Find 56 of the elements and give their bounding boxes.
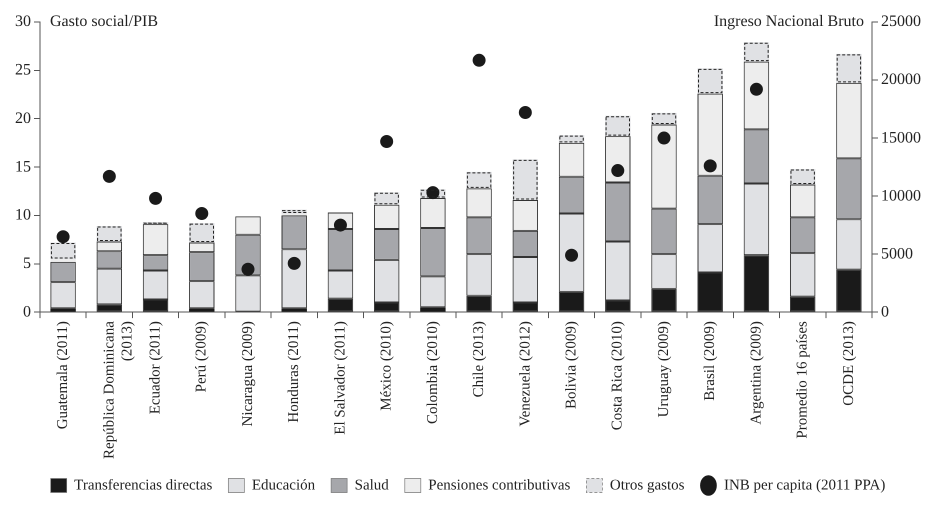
y2-tick-label: 0: [881, 303, 889, 320]
legend-label: Salud: [354, 477, 390, 494]
y-axis-title: Gasto social/PIB: [50, 13, 158, 30]
y2-tick-label: 15000: [881, 129, 921, 146]
x-tick-label: Argentina (2009): [748, 321, 764, 425]
y-tick-label: 0: [23, 303, 31, 320]
x-tick-label: Nicaragua (2009): [240, 321, 256, 427]
x-tick-label: Bolivia (2009): [563, 321, 580, 410]
y2-tick-label: 25000: [881, 13, 921, 30]
legend-label: Educación: [252, 477, 316, 494]
point: [149, 192, 162, 205]
x-tick-label: Promedio 16 países: [794, 320, 811, 439]
x-tick-label: Ecuador (2011): [147, 321, 164, 414]
point: [380, 135, 394, 148]
legend-label: Otros gastos: [610, 477, 685, 494]
x-tick-label: México (2010): [378, 321, 395, 411]
point: [56, 230, 70, 244]
x-tick-label: Guatemala (2011): [55, 321, 72, 430]
bar: [420, 307, 446, 312]
point: [518, 106, 532, 120]
point: [242, 262, 254, 276]
point: [565, 248, 578, 262]
point: [195, 206, 208, 220]
y-tick-label: 25: [15, 62, 31, 79]
y2-axis-title: Ingreso Nacional Bruto: [714, 13, 864, 30]
point: [472, 54, 486, 67]
y2-tick-label: 5000: [881, 245, 913, 262]
x-tick-label: República Dominicana (2013): [101, 320, 136, 460]
x-tick-label: Uruguay (2009): [656, 321, 672, 418]
point: [750, 82, 763, 96]
point: [704, 159, 717, 172]
x-tick-label: Honduras (2011): [286, 321, 302, 423]
point: [611, 164, 624, 178]
x-tick-label: Brasil (2009): [702, 321, 718, 401]
x-tick-label: El Salvador (2011): [332, 321, 348, 435]
y2-tick-label: 20000: [881, 71, 921, 88]
x-tick-label: Perú (2009): [194, 321, 210, 392]
legend-label: Transferencias directas: [74, 477, 212, 494]
x-tick-label: Venezuela (2012): [517, 321, 534, 427]
point: [102, 170, 116, 183]
y-tick-label: 5: [23, 254, 31, 272]
x-tick-label: Colombia (2010): [424, 321, 441, 424]
y2-tick-label: 10000: [881, 187, 921, 204]
point: [288, 256, 301, 270]
point: [426, 186, 440, 200]
bar: [50, 258, 76, 262]
y-tick-label: 30: [15, 13, 31, 30]
y-tick-label: 20: [15, 110, 31, 127]
y-tick-label: 15: [15, 158, 31, 176]
point: [658, 132, 670, 145]
legend-label: INB per capita (2011 PPA): [724, 477, 886, 494]
x-tick-label: Costa Rica (2010): [610, 321, 626, 430]
x-tick-label: Chile (2013): [471, 321, 488, 398]
legend-label: Pensiones contributivas: [428, 477, 571, 494]
y-tick-label: 10: [15, 206, 31, 224]
x-tick-label: OCDE (2013): [840, 321, 857, 406]
